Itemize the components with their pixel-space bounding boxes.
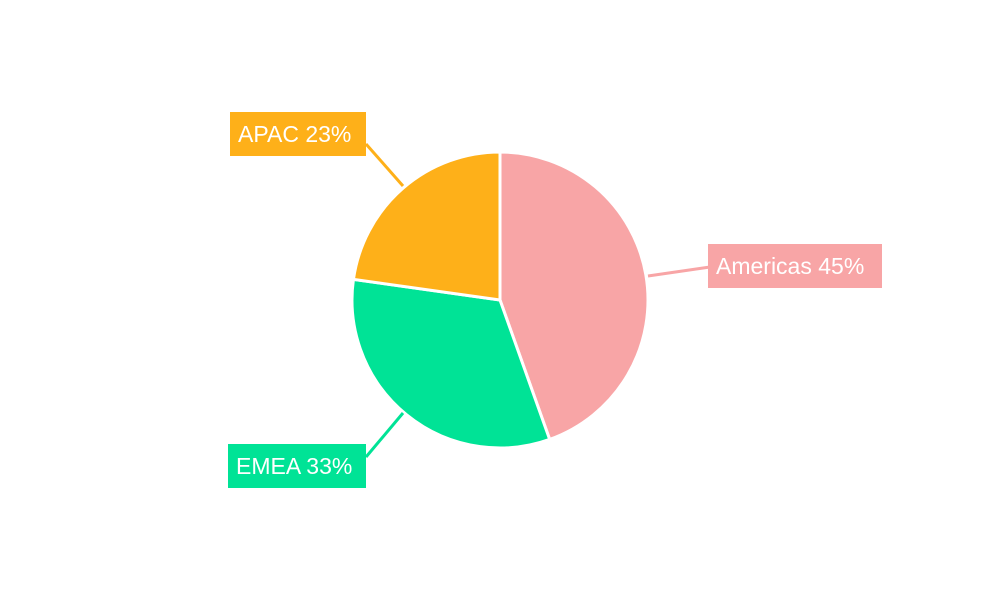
leader-line-apac: [364, 143, 405, 187]
pie-slice-apac: [351, 150, 502, 302]
label-americas: Americas 45%: [708, 244, 882, 288]
label-apac: APAC 23%: [230, 112, 366, 156]
pie-slice-emea: [350, 277, 552, 450]
pie-slices: [350, 150, 650, 450]
leader-line-emea: [364, 412, 405, 458]
label-emea: EMEA 33%: [228, 444, 366, 488]
leader-line-americas: [647, 265, 711, 278]
pie-slice-americas: [498, 150, 650, 442]
